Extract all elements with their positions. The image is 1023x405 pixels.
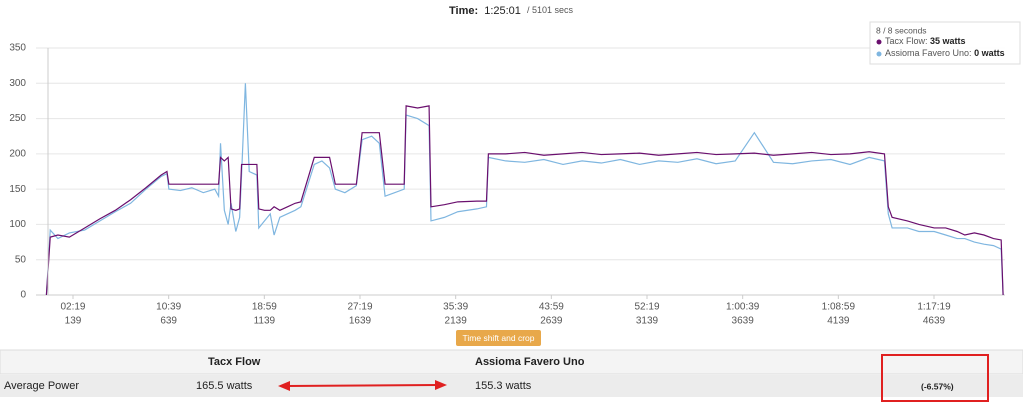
table-cell: 165.5 watts	[196, 380, 253, 392]
x-tick-seconds: 1139	[254, 316, 276, 327]
y-tick-label: 300	[9, 78, 26, 89]
y-tick-label: 250	[9, 113, 26, 124]
x-tick-label: 52:19	[634, 302, 659, 313]
difference: (-6.57%)	[921, 381, 954, 391]
button[interactable]: Time shift and crop	[456, 330, 541, 346]
x-tick-label: 43:59	[539, 302, 564, 313]
button-label[interactable]: Time shift and crop	[463, 333, 535, 343]
time-readout: Time: 1:25:01 / 5101 secs	[449, 5, 573, 17]
table-header-row	[0, 349, 1023, 375]
legend-header: 8 / 8 seconds	[876, 25, 927, 35]
table-header: Assioma Favero Uno	[475, 356, 585, 368]
legend-entry: Assioma Favero Uno: 0 watts	[885, 48, 1005, 58]
legend-entry: Tacx Flow: 35 watts	[885, 36, 966, 46]
x-tick-seconds: 639	[160, 316, 177, 327]
x-tick-label: 27:19	[347, 302, 372, 313]
y-tick-label: 350	[9, 43, 26, 54]
x-tick-seconds: 1639	[349, 316, 372, 327]
highlight-box	[881, 354, 989, 402]
time-total: / 5101 secs	[527, 5, 574, 15]
y-tick-label: 100	[9, 219, 26, 230]
legend-label: Assioma Favero Uno:	[885, 48, 972, 58]
summary-table: Tacx Flow Assioma Favero Uno Average Pow…	[0, 349, 1023, 402]
legend-label: Tacx Flow:	[885, 36, 928, 46]
arrow-head	[278, 381, 290, 391]
legend-swatch	[876, 39, 882, 45]
y-tick-label: 50	[15, 254, 27, 265]
legend: 8 / 8 seconds Tacx Flow: 35 watts Assiom…	[869, 21, 1021, 65]
table-row	[0, 375, 1023, 397]
legend-box	[869, 21, 1021, 65]
button-bg[interactable]	[456, 330, 541, 346]
arrow-line	[285, 384, 439, 387]
x-tick-label: 1:17:19	[917, 302, 951, 313]
x-tick-label: 35:39	[443, 302, 468, 313]
x-tick-seconds: 4639	[923, 316, 946, 327]
x-tick-seconds: 139	[65, 316, 82, 327]
plot-area: 0 50 100 150 200 250 300 350 02:19 139 10:39 639 18:…	[9, 43, 1005, 327]
row-label: Average Power	[4, 380, 79, 392]
series-line	[45, 83, 1004, 296]
x-tick-label: 1:00:39	[726, 302, 760, 313]
table-cell: 155.3 watts	[475, 380, 532, 392]
x-tick-label: 02:19	[60, 302, 85, 313]
y-tick-label: 200	[9, 148, 26, 159]
x-tick-seconds: 3139	[636, 316, 659, 327]
series-line	[45, 105, 1004, 296]
x-tick-label: 18:59	[252, 302, 277, 313]
x-tick-label: 1:08:59	[822, 302, 856, 313]
table-header: Tacx Flow	[208, 356, 261, 368]
legend-swatch	[876, 51, 882, 57]
arrow-head	[435, 380, 447, 390]
x-tick-seconds: 4139	[827, 316, 850, 327]
y-tick-label: 150	[9, 184, 26, 195]
x-tick-seconds: 2139	[445, 316, 468, 327]
legend-value: 0 watts	[974, 48, 1005, 58]
time-value: 1:25:01	[484, 5, 521, 17]
x-tick-label: 10:39	[156, 302, 181, 313]
time-label: Time:	[449, 5, 478, 17]
y-tick-label: 0	[20, 290, 26, 301]
x-tick-seconds: 2639	[540, 316, 563, 327]
legend-value: 35 watts	[930, 36, 966, 46]
x-tick-seconds: 3639	[732, 316, 755, 327]
